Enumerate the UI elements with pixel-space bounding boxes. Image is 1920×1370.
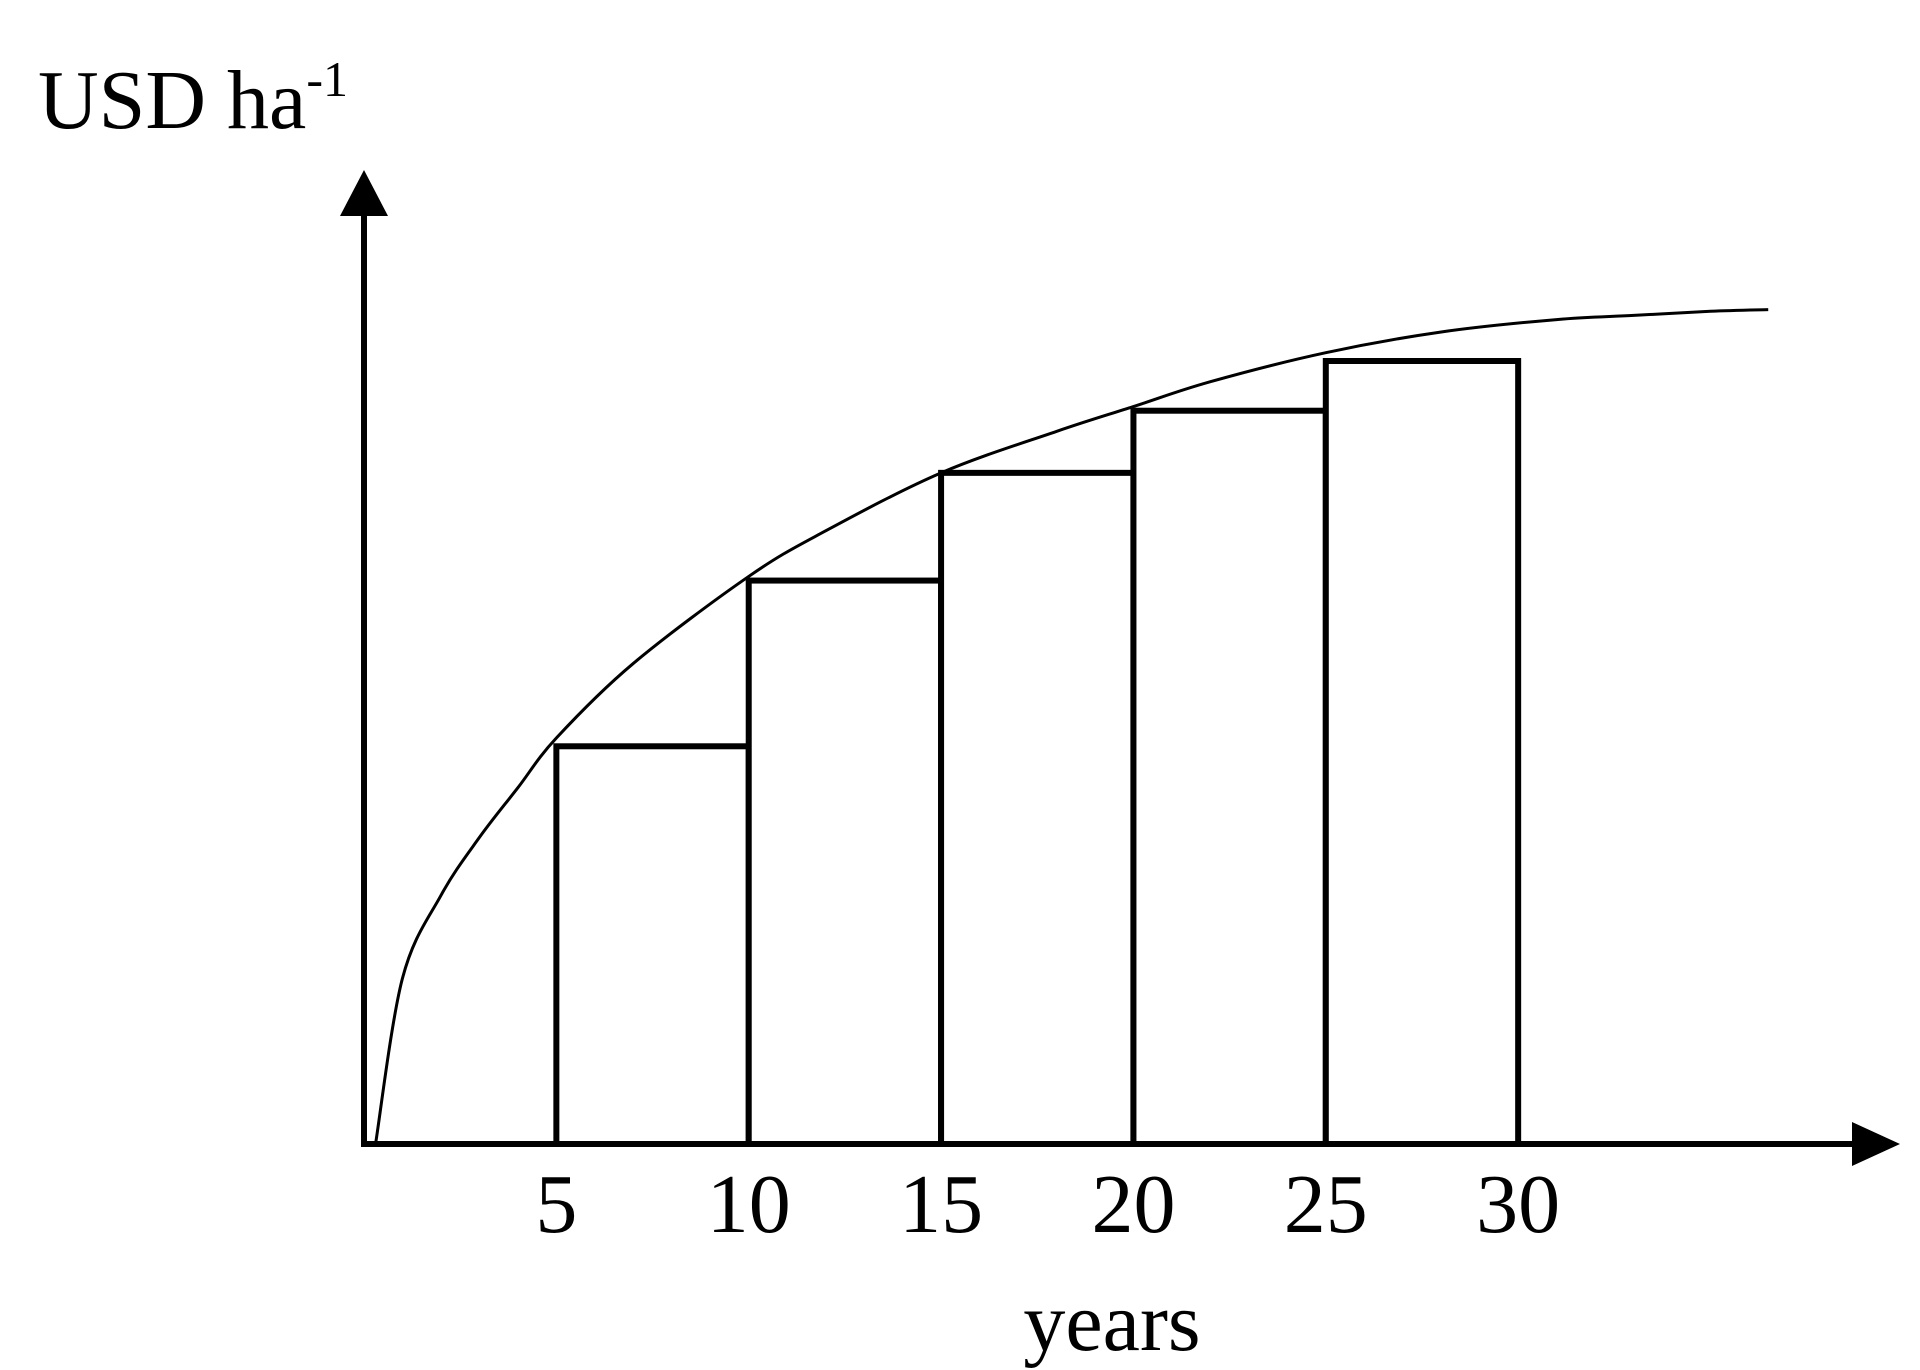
trend-curve xyxy=(374,308,1769,1145)
x-tick-label-25: 25 xyxy=(1284,1158,1368,1251)
x-tick-label-30: 30 xyxy=(1476,1158,1560,1251)
y-axis-arrow xyxy=(340,170,388,216)
x-tick-label-15: 15 xyxy=(899,1158,983,1251)
x-axis-arrow xyxy=(1852,1122,1900,1166)
x-tick-label-5: 5 xyxy=(535,1158,577,1251)
y-axis-label: USD ha-1 xyxy=(38,51,348,147)
x-tick-label-20: 20 xyxy=(1091,1158,1175,1251)
bar-4 xyxy=(1130,407,1329,1147)
bar-3 xyxy=(938,469,1137,1148)
bar-2 xyxy=(745,577,945,1147)
bars-group xyxy=(553,358,1522,1148)
x-axis-label: years xyxy=(1023,1276,1200,1369)
x-tick-labels: 5 10 15 20 25 30 xyxy=(535,1158,1560,1251)
bar-1 xyxy=(553,743,752,1147)
axes-group xyxy=(340,170,1900,1166)
x-tick-label-10: 10 xyxy=(707,1158,791,1251)
bar-5 xyxy=(1322,358,1522,1147)
